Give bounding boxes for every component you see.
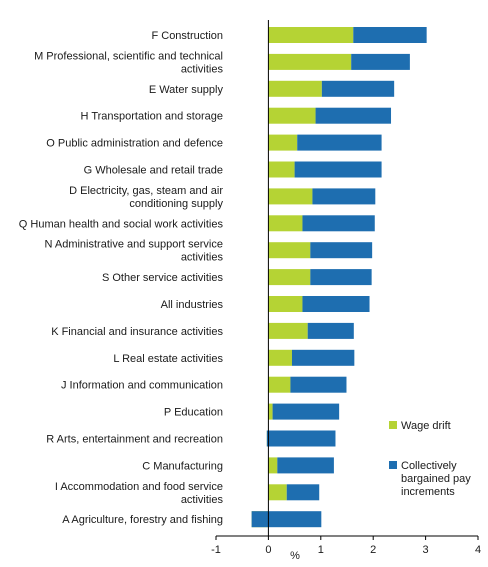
bar-collective-increments-11	[307, 322, 354, 339]
category-label-8: N Administrative and support service acti…	[44, 239, 223, 264]
bar-wage-drift-13	[268, 376, 291, 393]
bar-wage-drift-11	[268, 322, 308, 339]
category-label-3: H Transportation and storage	[81, 111, 223, 123]
category-label-7: Q Human health and social work activitie…	[19, 218, 224, 230]
bar-collective-increments-13	[290, 376, 347, 393]
category-label-line: I Accommodation and food service	[55, 481, 223, 493]
category-label-5: G Wholesale and retail trade	[84, 165, 223, 177]
category-label-12: L Real estate activities	[113, 353, 223, 365]
category-label-line: conditioning supply	[129, 198, 223, 210]
category-label-line: Q Human health and social work activitie…	[19, 218, 224, 230]
category-label-line: S Other service activities	[102, 272, 224, 284]
bar-wage-drift-7	[268, 215, 303, 232]
x-tick-label: 1	[318, 544, 324, 556]
category-label-17: I Accommodation and food service activiti…	[55, 481, 224, 506]
category-label-15: R Arts, entertainment and recreation	[46, 434, 223, 446]
bar-collective-increments-18	[251, 511, 322, 528]
category-label-9: S Other service activities	[102, 272, 224, 284]
category-label-10: All industries	[161, 299, 224, 311]
legend-label-line: increments	[401, 486, 455, 498]
bar-wage-drift-6	[268, 188, 313, 205]
bar-collective-increments-5	[294, 161, 382, 178]
bar-collective-increments-14	[272, 403, 340, 420]
bar-collective-increments-9	[310, 269, 372, 286]
bar-wage-drift-14	[268, 403, 273, 420]
x-tick-label: 4	[475, 544, 481, 556]
bar-collective-increments-4	[297, 134, 382, 151]
bar-collective-increments-12	[291, 349, 355, 366]
category-label-line: H Transportation and storage	[81, 111, 223, 123]
bar-collective-increments-15	[266, 430, 336, 447]
category-label-1: M Professional, scientific and technical…	[34, 50, 223, 75]
bar-wage-drift-4	[268, 134, 298, 151]
category-label-line: O Public administration and defence	[46, 138, 223, 150]
x-tick-label: 0	[265, 544, 271, 556]
legend-swatch-1	[389, 461, 397, 469]
legend-label-0: Wage drift	[401, 420, 451, 432]
bar-wage-drift-3	[268, 107, 316, 124]
bar-wage-drift-17	[268, 484, 287, 501]
bar-wage-drift-10	[268, 296, 303, 312]
bar-collective-increments-6	[312, 188, 376, 205]
legend-label-line: bargained pay	[401, 473, 471, 485]
bar-wage-drift-1	[268, 53, 352, 70]
category-label-line: C Manufacturing	[142, 460, 223, 472]
category-label-4: O Public administration and defence	[46, 138, 223, 150]
category-label-14: P Education	[164, 407, 223, 419]
category-label-11: K Financial and insurance activities	[51, 326, 223, 338]
bar-wage-drift-8	[268, 242, 311, 259]
category-label-line: D Electricity, gas, steam and air	[69, 185, 223, 197]
bar-collective-increments-16	[277, 457, 334, 474]
bar-wage-drift-5	[268, 161, 295, 178]
bar-collective-increments-8	[310, 242, 373, 259]
x-axis-unit: %	[290, 550, 300, 562]
legend-swatch-0	[389, 421, 397, 429]
category-label-0: F Construction	[151, 30, 223, 42]
bar-wage-drift-9	[268, 269, 311, 286]
category-label-16: C Manufacturing	[142, 460, 223, 472]
x-tick-label: 2	[370, 544, 376, 556]
bar-collective-increments-17	[286, 484, 320, 501]
category-label-line: L Real estate activities	[113, 353, 223, 365]
category-label-18: A Agriculture, forestry and fishing	[62, 514, 223, 526]
category-labels: F Construction M Professional, scientific…	[19, 30, 224, 526]
category-label-line: F Construction	[151, 30, 223, 42]
category-label-line: M Professional, scientific and technical	[34, 50, 223, 62]
bar-collective-increments-7	[302, 215, 375, 232]
category-label-line: R Arts, entertainment and recreation	[46, 434, 223, 446]
category-label-line: activities	[181, 252, 224, 264]
category-label-13: J Information and communication	[61, 380, 223, 392]
bar-collective-increments-0	[353, 27, 427, 43]
category-label-line: E Water supply	[149, 84, 224, 96]
bar-wage-drift-16	[268, 457, 278, 474]
category-label-line: A Agriculture, forestry and fishing	[62, 514, 223, 526]
bars-layer	[251, 27, 427, 528]
x-axis: -1 0 1 2 3 4%	[211, 20, 481, 562]
bar-wage-drift-12	[268, 349, 292, 366]
category-label-6: D Electricity, gas, steam and air conditi…	[69, 185, 223, 210]
bar-wage-drift-2	[268, 80, 322, 97]
x-tick-label: -1	[211, 544, 221, 556]
category-label-line: J Information and communication	[61, 380, 223, 392]
category-label-line: P Education	[164, 407, 223, 419]
category-label-line: G Wholesale and retail trade	[84, 165, 223, 177]
legend: Wage drift Collectively bargained pay incre…	[389, 420, 471, 498]
x-tick-label: 3	[423, 544, 429, 556]
category-label-line: All industries	[161, 299, 224, 311]
category-label-line: K Financial and insurance activities	[51, 326, 223, 338]
bar-collective-increments-10	[302, 296, 370, 312]
category-label-line: activities	[181, 63, 224, 75]
category-label-line: activities	[181, 494, 224, 506]
category-label-line: N Administrative and support service	[44, 239, 223, 251]
legend-label-line: Wage drift	[401, 420, 451, 432]
category-label-2: E Water supply	[149, 84, 224, 96]
bar-collective-increments-3	[315, 107, 392, 124]
legend-label-1: Collectively bargained pay increments	[401, 460, 471, 498]
bar-collective-increments-2	[321, 80, 395, 97]
bar-wage-drift-0	[268, 27, 354, 43]
bar-collective-increments-1	[351, 53, 410, 70]
legend-label-line: Collectively	[401, 460, 457, 472]
